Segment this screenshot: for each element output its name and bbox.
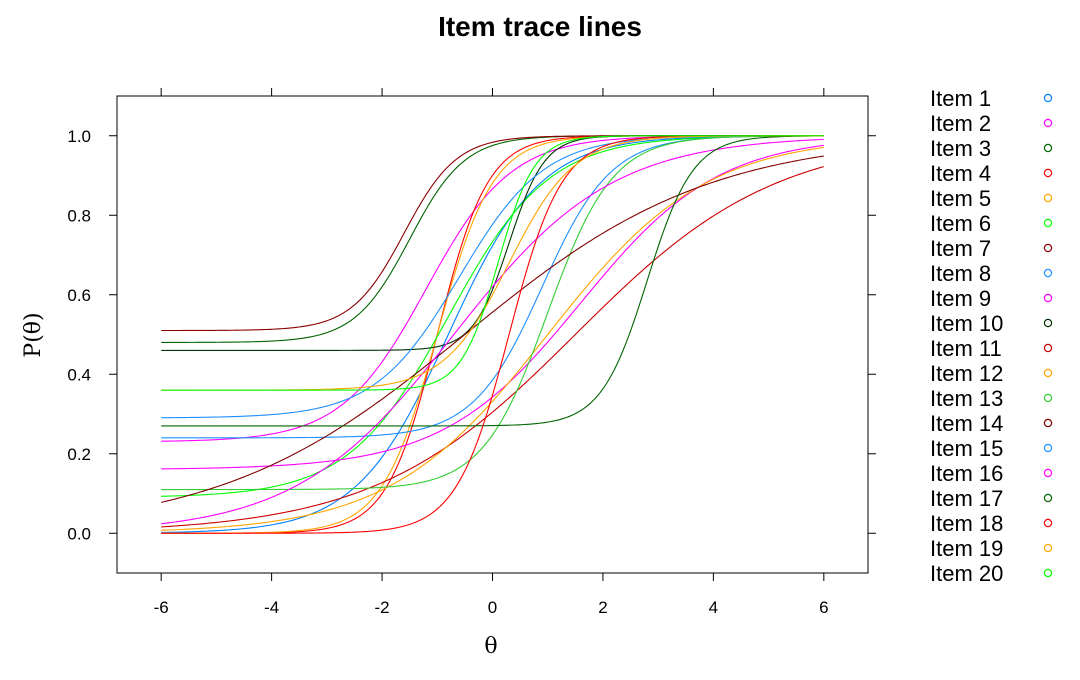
legend-marker (1043, 243, 1053, 253)
legend-label: Item 20 (930, 561, 1003, 586)
legend-marker (1043, 118, 1053, 128)
x-axis-label: θ (484, 634, 497, 659)
chart-title: Item trace lines (438, 11, 642, 42)
legend-marker (1043, 368, 1053, 378)
legend-label: Item 12 (930, 361, 1003, 386)
y-tick-label: 0.4 (67, 365, 91, 384)
trace-line-item-13 (161, 135, 824, 491)
legend-label: Item 6 (930, 211, 991, 236)
trace-line-item-1 (161, 135, 824, 534)
y-axis: 0.0 0.2 0.4 0.6 0.8 1.0 (67, 127, 876, 543)
legend-label: Item 5 (930, 186, 991, 211)
legend-label: Item 11 (930, 336, 1002, 361)
legend-label: Item 16 (930, 461, 1003, 486)
x-tick-label: 4 (709, 598, 718, 617)
legend-marker (1043, 193, 1053, 203)
y-tick-label: 0.2 (67, 445, 91, 464)
x-tick-label: -2 (374, 598, 389, 617)
legend-label: Item 19 (930, 536, 1003, 561)
legend-label: Item 1 (930, 86, 991, 111)
legend-marker (1043, 443, 1053, 453)
legend-label: Item 14 (930, 411, 1003, 436)
trace-curves (161, 135, 824, 534)
legend-label: Item 3 (930, 136, 991, 161)
legend-label: Item 15 (930, 436, 1003, 461)
trace-line-item-11 (161, 166, 824, 528)
legend-label: Item 7 (930, 236, 991, 261)
trace-line-item-16 (161, 138, 824, 525)
legend-label: Item 13 (930, 386, 1003, 411)
legend-marker (1043, 168, 1053, 178)
legend-marker (1043, 468, 1053, 478)
trace-line-item-20 (161, 135, 824, 391)
legend-label: Item 18 (930, 511, 1003, 536)
legend-marker (1043, 318, 1053, 328)
trace-line-item-10 (161, 135, 824, 351)
legend-label: Item 4 (930, 161, 991, 186)
plot-frame (116, 95, 869, 574)
y-tick-label: 0.0 (67, 524, 91, 543)
legend-marker (1043, 343, 1053, 353)
y-axis-label: P(θ) (21, 312, 46, 357)
x-tick-label: 0 (488, 598, 497, 617)
trace-line-item-6 (161, 135, 824, 497)
legend-marker (1043, 143, 1053, 153)
trace-line-item-12 (161, 146, 824, 531)
x-tick-label: -6 (154, 598, 169, 617)
legend-marker (1043, 543, 1053, 553)
x-axis: -6 -4 -2 0 2 4 6 (154, 88, 829, 617)
trace-line-item-5 (161, 135, 824, 534)
legend-label: Item 10 (930, 311, 1003, 336)
trace-line-item-9 (161, 144, 824, 470)
legend-marker (1043, 418, 1053, 428)
legend-marker (1043, 568, 1053, 578)
legend-marker (1043, 393, 1053, 403)
x-tick-label: 6 (819, 598, 828, 617)
legend-marker (1043, 218, 1053, 228)
legend-marker (1043, 518, 1053, 528)
legend-label: Item 8 (930, 261, 991, 286)
legend-label: Item 17 (930, 486, 1003, 511)
legend-marker (1043, 268, 1053, 278)
trace-line-item-4 (161, 135, 824, 534)
legend-marker (1043, 493, 1053, 503)
y-tick-label: 1.0 (67, 127, 91, 146)
trace-line-item-7 (161, 135, 824, 332)
y-tick-label: 0.6 (67, 286, 91, 305)
legend-marker (1043, 93, 1053, 103)
x-tick-label: 2 (598, 598, 607, 617)
trace-line-item-14 (161, 155, 824, 503)
trace-line-item-3 (161, 135, 824, 343)
trace-line-item-17 (161, 135, 824, 427)
legend-label: Item 9 (930, 286, 991, 311)
y-tick-label: 0.8 (67, 206, 91, 225)
trace-line-item-18 (161, 135, 824, 534)
legend-label: Item 2 (930, 111, 991, 136)
legend-marker (1043, 293, 1053, 303)
x-tick-label: -4 (264, 598, 279, 617)
